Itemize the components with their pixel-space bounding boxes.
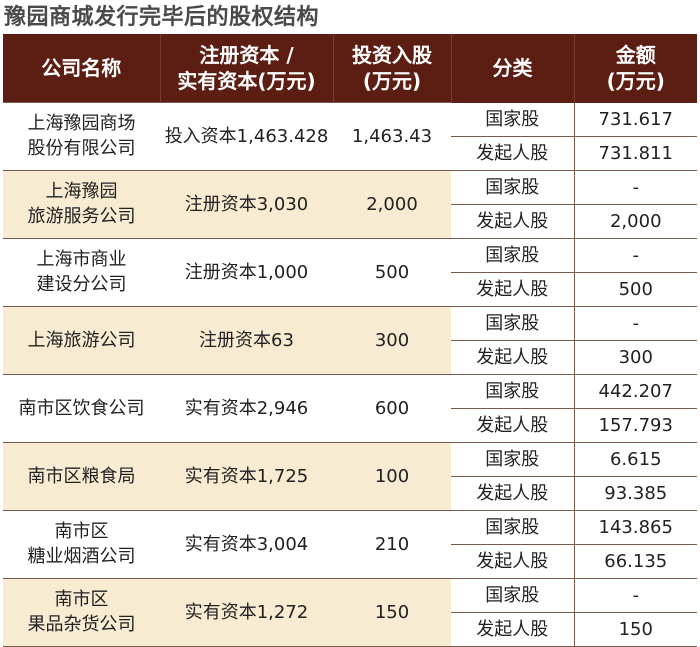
capital-cell: 注册资本3,030 bbox=[160, 169, 333, 239]
table-row: 发起人股 300 bbox=[3, 340, 697, 375]
header-amount: 金额 (万元) bbox=[574, 34, 697, 103]
share-amount-cell: 66.135 bbox=[574, 544, 697, 579]
share-type-cell: 国家股 bbox=[451, 238, 575, 273]
invest-cell: 1,463.43 bbox=[333, 102, 451, 171]
share-amount-cell: 300 bbox=[574, 340, 697, 375]
share-amount-cell: - bbox=[574, 306, 697, 341]
header-capital: 注册资本 / 实有资本(万元) bbox=[160, 34, 334, 103]
invest-cell: 150 bbox=[333, 577, 451, 647]
capital-cell: 注册资本63 bbox=[160, 305, 333, 375]
company-name-cell: 南市区 糖业烟酒公司 bbox=[3, 509, 160, 579]
share-amount-cell: 6.615 bbox=[574, 442, 697, 477]
capital-cell: 实有资本2,946 bbox=[160, 373, 333, 443]
company-name-cell: 南市区粮食局 bbox=[3, 441, 160, 511]
page-title: 豫园商城发行完毕后的股权结构 bbox=[4, 5, 320, 30]
table-row: 南市区 糖业烟酒公司 实有资本3,004 210 国家股 143.865 bbox=[3, 509, 697, 579]
table-row: 上海豫园 旅游服务公司 注册资本3,030 2,000 国家股 - bbox=[3, 169, 697, 239]
share-amount-cell: 150 bbox=[574, 612, 697, 647]
invest-cell: 500 bbox=[333, 237, 451, 307]
table-row: 上海市商业 建设分公司 注册资本1,000 500 国家股 - bbox=[3, 237, 697, 307]
share-type-cell: 发起人股 bbox=[451, 408, 575, 443]
company-name-cell: 上海旅游公司 bbox=[3, 305, 160, 375]
company-name-cell: 南市区饮食公司 bbox=[3, 373, 160, 443]
share-type-cell: 国家股 bbox=[451, 374, 575, 409]
share-type-cell: 发起人股 bbox=[451, 136, 575, 171]
invest-cell: 600 bbox=[333, 373, 451, 443]
share-type-cell: 国家股 bbox=[451, 306, 575, 341]
share-type-cell: 国家股 bbox=[451, 510, 575, 545]
share-amount-cell: - bbox=[574, 578, 697, 613]
share-amount-cell: 731.617 bbox=[574, 102, 697, 137]
share-amount-cell: 2,000 bbox=[574, 204, 697, 239]
share-type-cell: 国家股 bbox=[451, 578, 575, 613]
table-header: 公司名称 注册资本 / 实有资本(万元) 投资入股 (万元) 分类 金额 (万元… bbox=[3, 34, 697, 103]
table-row: 发起人股 93.385 bbox=[3, 476, 697, 511]
share-amount-cell: - bbox=[574, 170, 697, 205]
capital-cell: 投入资本1,463.428 bbox=[160, 102, 333, 171]
share-type-cell: 国家股 bbox=[451, 442, 575, 477]
share-type-cell: 国家股 bbox=[451, 170, 575, 205]
company-name-cell: 南市区 果品杂货公司 bbox=[3, 577, 160, 647]
header-invest: 投资入股 (万元) bbox=[333, 34, 452, 103]
table-row: 发起人股 157.793 bbox=[3, 408, 697, 443]
share-type-cell: 发起人股 bbox=[451, 272, 575, 307]
table-row: 南市区饮食公司 实有资本2,946 600 国家股 442.207 bbox=[3, 373, 697, 443]
table-row: 发起人股 2,000 bbox=[3, 204, 697, 239]
share-type-cell: 发起人股 bbox=[451, 612, 575, 647]
invest-cell: 2,000 bbox=[333, 169, 451, 239]
company-name-cell: 上海豫园 旅游服务公司 bbox=[3, 169, 160, 239]
share-amount-cell: 731.811 bbox=[574, 136, 697, 171]
share-amount-cell: 93.385 bbox=[574, 476, 697, 511]
share-type-cell: 发起人股 bbox=[451, 476, 575, 511]
capital-cell: 实有资本3,004 bbox=[160, 509, 333, 579]
header-category: 分类 bbox=[451, 34, 575, 103]
capital-cell: 实有资本1,725 bbox=[160, 441, 333, 511]
company-name-cell: 上海豫园商场 股份有限公司 bbox=[3, 102, 160, 171]
table-row: 上海旅游公司 注册资本63 300 国家股 - bbox=[3, 305, 697, 375]
header-company: 公司名称 bbox=[3, 34, 161, 103]
table-row: 上海豫园商场 股份有限公司 投入资本1,463.428 1,463.43 国家股 731… bbox=[3, 102, 697, 171]
share-amount-cell: 157.793 bbox=[574, 408, 697, 443]
share-amount-cell: 442.207 bbox=[574, 374, 697, 409]
capital-cell: 注册资本1,000 bbox=[160, 237, 333, 307]
table-row: 发起人股 150 bbox=[3, 612, 697, 647]
share-type-cell: 发起人股 bbox=[451, 544, 575, 579]
invest-cell: 300 bbox=[333, 305, 451, 375]
capital-cell: 实有资本1,272 bbox=[160, 577, 333, 647]
invest-cell: 100 bbox=[333, 441, 451, 511]
invest-cell: 210 bbox=[333, 509, 451, 579]
header-row: 公司名称 注册资本 / 实有资本(万元) 投资入股 (万元) 分类 金额 (万元… bbox=[3, 34, 697, 103]
table-body: 上海豫园商场 股份有限公司 投入资本1,463.428 1,463.43 国家股 731… bbox=[3, 102, 697, 647]
share-type-cell: 国家股 bbox=[451, 102, 575, 137]
table-row: 发起人股 500 bbox=[3, 272, 697, 307]
table-row: 南市区粮食局 实有资本1,725 100 国家股 6.615 bbox=[3, 441, 697, 511]
share-amount-cell: - bbox=[574, 238, 697, 273]
table-row: 发起人股 731.811 bbox=[3, 136, 697, 171]
share-type-cell: 发起人股 bbox=[451, 204, 575, 239]
equity-structure-table: 公司名称 注册资本 / 实有资本(万元) 投资入股 (万元) 分类 金额 (万元… bbox=[3, 34, 697, 647]
share-type-cell: 发起人股 bbox=[451, 340, 575, 375]
share-amount-cell: 500 bbox=[574, 272, 697, 307]
company-name-cell: 上海市商业 建设分公司 bbox=[3, 237, 160, 307]
table-row: 发起人股 66.135 bbox=[3, 544, 697, 579]
share-amount-cell: 143.865 bbox=[574, 510, 697, 545]
table-row: 南市区 果品杂货公司 实有资本1,272 150 国家股 - bbox=[3, 577, 697, 647]
